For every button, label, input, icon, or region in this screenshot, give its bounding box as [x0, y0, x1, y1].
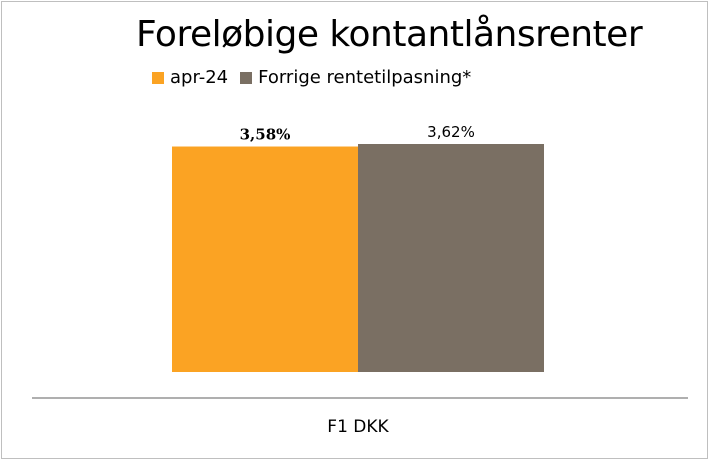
bar-forrige-rentetilpasning: [358, 144, 544, 372]
legend-entry-forrige-rentetilpasning: Forrige rentetilpasning*: [240, 67, 471, 88]
chart-title: Foreløbige kontantlånsrenter: [136, 14, 643, 55]
legend: apr-24 Forrige rentetilpasning*: [152, 67, 483, 88]
legend-swatch-apr-24: [152, 71, 164, 84]
legend-entry-apr-24: apr-24: [152, 67, 228, 88]
legend-label-apr-24: apr-24: [170, 67, 229, 88]
legend-swatch-forrige-rentetilpasning: [240, 71, 253, 84]
x-tick-label: F1 DKK: [327, 417, 389, 437]
data-label-forrige-rentetilpasning: 3,62%: [427, 123, 475, 141]
legend-label-forrige-rentetilpasning: Forrige rentetilpasning*: [258, 67, 472, 88]
data-label-apr-24: 3,58%: [240, 126, 291, 144]
bar-apr-24: [172, 146, 358, 372]
